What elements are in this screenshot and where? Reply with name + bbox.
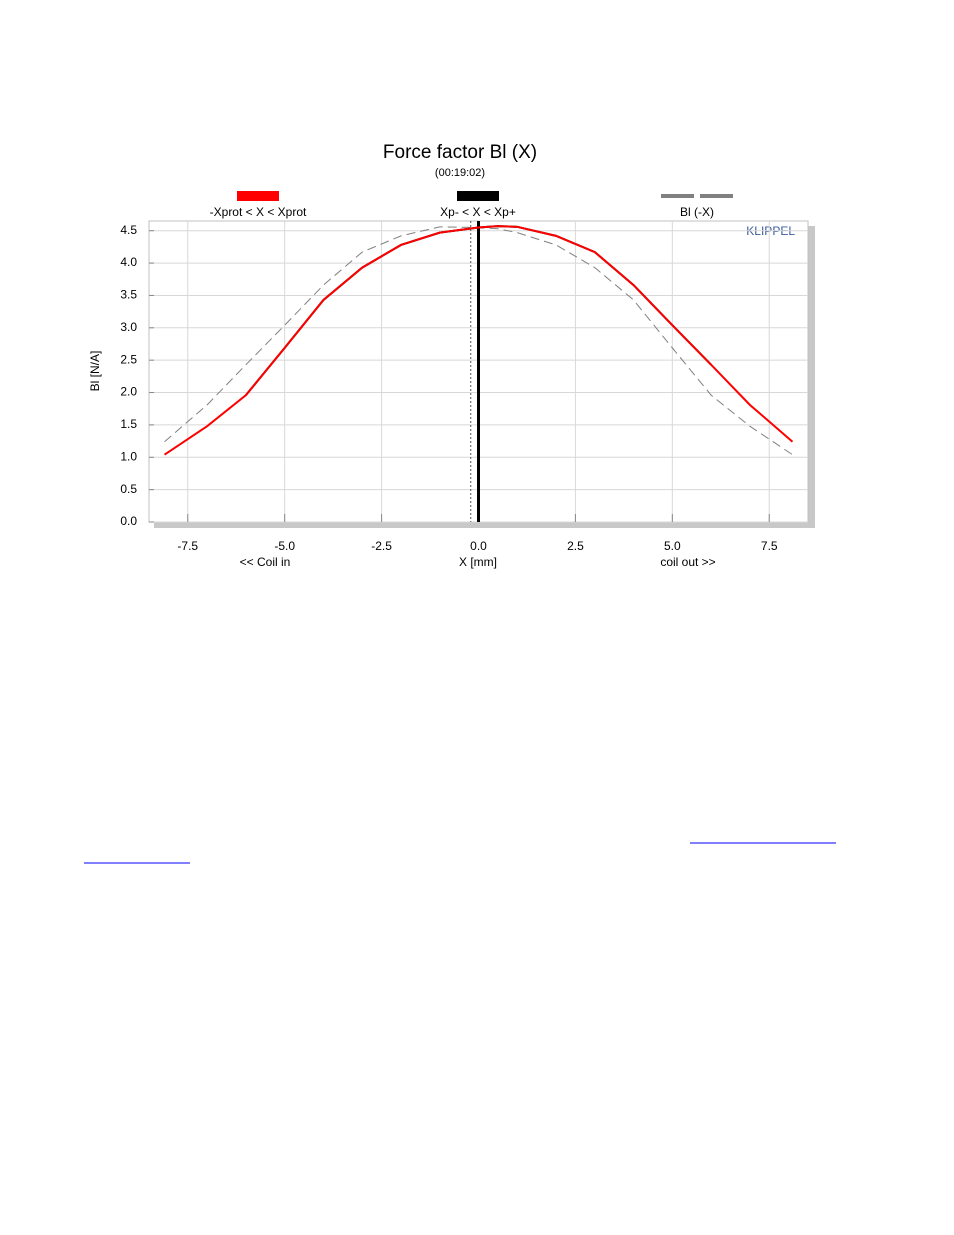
x-tick-label: 7.5: [761, 539, 778, 553]
legend-label: Bl (-X): [680, 205, 714, 219]
x-axis-note: << Coil in: [240, 555, 291, 569]
y-tick-label: 0.0: [120, 514, 137, 528]
legend-swatch: [237, 191, 279, 201]
y-tick-label: 1.0: [120, 449, 137, 463]
legend-swatch: [457, 191, 499, 201]
y-axis-title: Bl [N/A]: [88, 351, 102, 392]
x-tick-label: -7.5: [177, 539, 198, 553]
y-tick-label: 4.5: [120, 223, 137, 237]
legend-label: -Xprot < X < Xprot: [210, 205, 307, 219]
chart-subtitle: (00:19:02): [435, 167, 485, 179]
x-tick-label: 5.0: [664, 539, 681, 553]
y-tick-label: 2.5: [120, 352, 137, 366]
x-axis-note: coil out >>: [660, 555, 715, 569]
y-tick-label: 2.0: [120, 385, 137, 399]
plot-shadow: [154, 522, 815, 528]
plot-shadow: [808, 226, 815, 528]
x-axis-title: X [mm]: [459, 555, 497, 569]
x-tick-label: 2.5: [567, 539, 584, 553]
x-tick-label: -2.5: [371, 539, 392, 553]
y-tick-label: 3.5: [120, 288, 137, 302]
x-tick-label: 0.0: [470, 539, 487, 553]
plot-marks: [163, 221, 794, 522]
y-tick-label: 3.0: [120, 320, 137, 334]
y-tick-label: 4.0: [120, 255, 137, 269]
y-tick-label: 0.5: [120, 482, 137, 496]
legend-label: Xp- < X < Xp+: [440, 205, 516, 219]
y-tick-label: 1.5: [120, 417, 137, 431]
chart-title: Force factor Bl (X): [383, 142, 537, 163]
x-tick-label: -5.0: [274, 539, 295, 553]
series-line: [164, 226, 793, 456]
series-line: [163, 225, 794, 456]
